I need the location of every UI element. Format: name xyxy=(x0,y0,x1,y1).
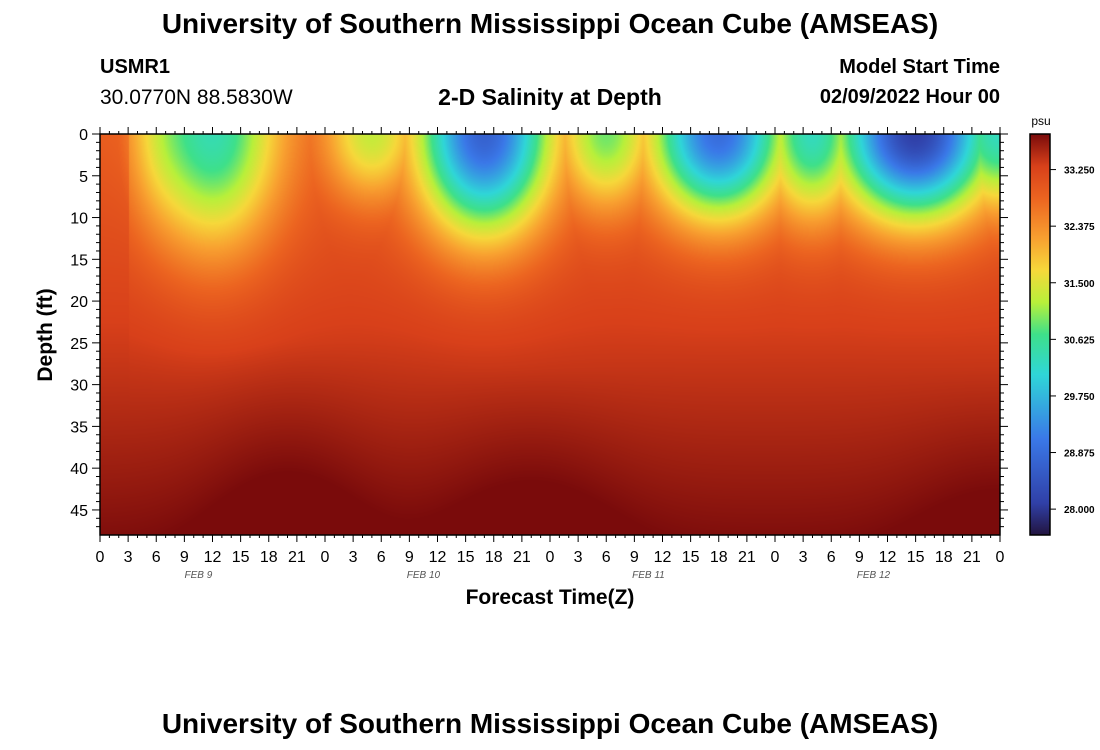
chart-subtitle: 2-D Salinity at Depth xyxy=(438,84,662,110)
x-tick-label: 9 xyxy=(180,549,189,566)
x-axis: 0 3 6 9 12 15 18 21 0 3 6 9 12 15 18 21 0 3 6 9 12 15 18 21 0 3 6 9… xyxy=(96,127,1005,566)
x-tick-label: 12 xyxy=(879,549,897,566)
x-tick-label: 15 xyxy=(232,549,250,566)
y-axis: 0 5 10 15 20 25 30 35 40 45 xyxy=(70,127,1008,528)
x-tick-label: 6 xyxy=(377,549,386,566)
y-tick-label: 20 xyxy=(70,294,88,311)
x-tick-label: 3 xyxy=(349,549,358,566)
x-tick-label: 3 xyxy=(799,549,808,566)
y-tick-label: 45 xyxy=(70,503,88,520)
x-tick-label: 0 xyxy=(771,549,780,566)
colorbar-tick-label: 33.250 xyxy=(1064,166,1095,177)
x-tick-label: 15 xyxy=(457,549,475,566)
y-tick-label: 5 xyxy=(79,169,88,186)
x-tick-label: 0 xyxy=(996,549,1005,566)
y-tick-label: 0 xyxy=(79,127,88,144)
day-labels: FEB 9 FEB 10 FEB 11 FEB 12 xyxy=(185,570,891,581)
x-tick-label: 0 xyxy=(546,549,555,566)
day-label: FEB 9 xyxy=(185,570,213,581)
y-tick-label: 25 xyxy=(70,336,88,353)
x-tick-label: 18 xyxy=(710,549,728,566)
x-tick-label: 6 xyxy=(602,549,611,566)
station-id: USMR1 xyxy=(100,56,171,78)
x-tick-label: 9 xyxy=(855,549,864,566)
colorbar-ticks: 33.250 32.375 31.500 30.625 29.750 28.875 28.0… xyxy=(1050,166,1095,516)
colorbar-tick-label: 29.750 xyxy=(1064,392,1095,403)
colorbar xyxy=(1029,133,1051,536)
colorbar-tick-label: 32.375 xyxy=(1064,222,1095,233)
page-title: University of Southern Mississippi Ocean… xyxy=(161,8,939,39)
y-tick-label: 30 xyxy=(70,378,88,395)
footer-title: University of Southern Mississippi Ocean… xyxy=(161,708,939,739)
colorbar-tick-label: 28.875 xyxy=(1064,449,1095,460)
colorbar-tick-label: 30.625 xyxy=(1064,335,1095,346)
x-tick-label: 21 xyxy=(288,549,306,566)
colorbar-tick-label: 31.500 xyxy=(1064,279,1095,290)
x-tick-label: 3 xyxy=(124,549,133,566)
x-tick-label: 0 xyxy=(321,549,330,566)
x-tick-label: 18 xyxy=(260,549,278,566)
x-tick-label: 15 xyxy=(907,549,925,566)
colorbar-unit: psu xyxy=(1031,114,1050,128)
y-tick-label: 40 xyxy=(70,461,88,478)
x-tick-label: 9 xyxy=(630,549,639,566)
day-label: FEB 10 xyxy=(407,570,441,581)
x-tick-label: 21 xyxy=(963,549,981,566)
model-start-value: 02/09/2022 Hour 00 xyxy=(819,86,1000,108)
y-axis-label: Depth (ft) xyxy=(34,288,57,381)
colorbar-tick-label: 28.000 xyxy=(1064,505,1095,516)
y-tick-label: 15 xyxy=(70,252,88,269)
x-tick-label: 6 xyxy=(152,549,161,566)
x-tick-label: 9 xyxy=(405,549,414,566)
model-start-label: Model Start Time xyxy=(839,56,1000,78)
day-label: FEB 12 xyxy=(857,570,891,581)
x-tick-label: 21 xyxy=(513,549,531,566)
x-tick-label: 21 xyxy=(738,549,756,566)
x-axis-label: Forecast Time(Z) xyxy=(466,586,635,609)
day-label: FEB 11 xyxy=(632,570,665,581)
y-tick-label: 10 xyxy=(70,211,88,228)
x-tick-label: 18 xyxy=(935,549,953,566)
y-tick-label: 35 xyxy=(70,419,88,436)
x-tick-label: 18 xyxy=(485,549,503,566)
x-tick-label: 12 xyxy=(204,549,222,566)
x-tick-label: 12 xyxy=(429,549,447,566)
salinity-heatmap-field xyxy=(100,134,1000,535)
station-coordinates: 30.0770N 88.5830W xyxy=(100,86,293,109)
x-tick-label: 0 xyxy=(96,549,105,566)
x-tick-label: 3 xyxy=(574,549,583,566)
x-tick-label: 15 xyxy=(682,549,700,566)
x-tick-label: 6 xyxy=(827,549,836,566)
x-tick-label: 12 xyxy=(654,549,672,566)
